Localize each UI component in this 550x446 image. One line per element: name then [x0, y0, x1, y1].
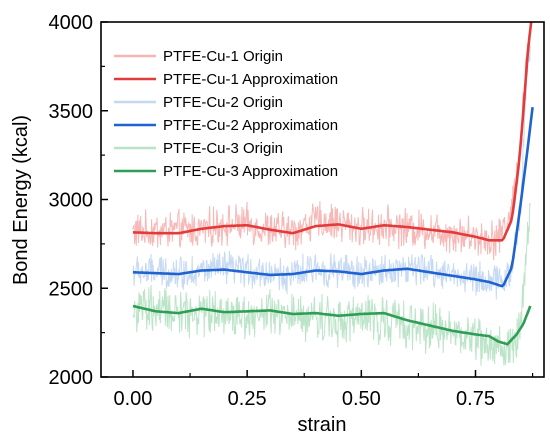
y-tick-labels: 2000 2500 3000 3500 4000: [49, 12, 94, 389]
legend-label: PTFE-Cu-3 Approximation: [163, 163, 338, 180]
x-tick-label: 0.50: [342, 388, 381, 410]
legend-item-ptfe-cu-2-approximation: PTFE-Cu-2 Approximation: [114, 117, 338, 134]
x-tick-label: 0.25: [228, 388, 267, 410]
tick-marks: [101, 21, 534, 378]
y-axis-label: Bond Energy (kcal): [10, 115, 32, 285]
legend-label: PTFE-Cu-2 Approximation: [163, 117, 338, 134]
x-tick-label: 0.75: [456, 388, 495, 410]
series-layer: [132, 22, 534, 366]
legend: PTFE-Cu-1 Origin PTFE-Cu-1 Approximation P…: [114, 48, 338, 180]
legend-item-ptfe-cu-3-origin: PTFE-Cu-3 Origin: [114, 140, 283, 157]
legend-label: PTFE-Cu-1 Origin: [163, 48, 283, 65]
series-ptfe-cu-1-approximation: [132, 22, 533, 242]
legend-item-ptfe-cu-3-approximation: PTFE-Cu-3 Approximation: [114, 163, 338, 180]
y-tick-label: 4000: [49, 12, 94, 34]
series-ptfe-cu-1-origin: [132, 22, 531, 261]
legend-label: PTFE-Cu-3 Origin: [163, 140, 283, 157]
x-axis-label: strain: [298, 414, 347, 436]
legend-label: PTFE-Cu-1 Approximation: [163, 71, 338, 88]
legend-item-ptfe-cu-2-origin: PTFE-Cu-2 Origin: [114, 94, 283, 111]
series-ptfe-cu-3-origin: [132, 203, 531, 366]
series-ptfe-cu-3-approximation: [132, 304, 532, 346]
legend-item-ptfe-cu-1-origin: PTFE-Cu-1 Origin: [114, 48, 283, 65]
legend-label: PTFE-Cu-2 Origin: [163, 94, 283, 111]
series-ptfe-cu-2-origin: [132, 45, 531, 300]
series-ptfe-cu-2-approximation: [133, 107, 534, 288]
y-tick-label: 2000: [49, 367, 94, 389]
y-tick-label: 3500: [49, 101, 94, 123]
y-tick-label: 3000: [49, 190, 94, 212]
y-tick-label: 2500: [49, 278, 94, 300]
legend-item-ptfe-cu-1-approximation: PTFE-Cu-1 Approximation: [114, 71, 338, 88]
x-tick-labels: 0.00 0.25 0.50 0.75: [114, 388, 495, 410]
x-tick-label: 0.00: [114, 388, 153, 410]
